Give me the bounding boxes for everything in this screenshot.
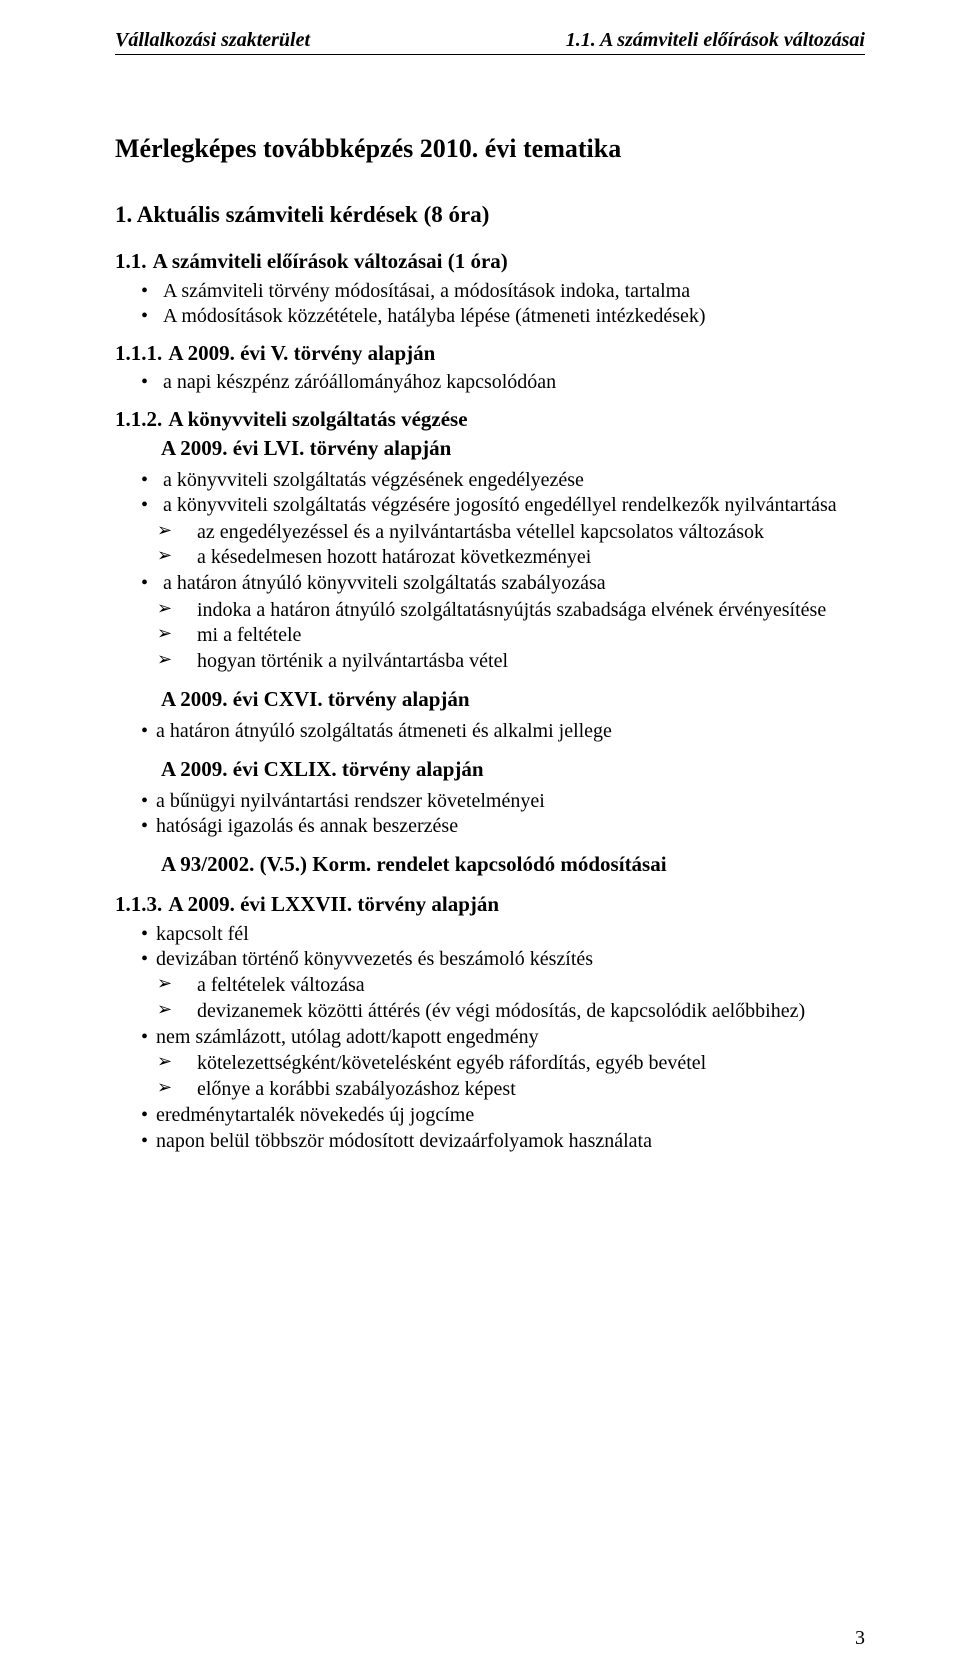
list-item: a késedelmesen hozott határozat következ… <box>157 545 865 569</box>
list-item: a határon átnyúló szolgáltatás átmeneti … <box>141 719 865 743</box>
subheading: A 2009. évi CXVI. törvény alapján <box>161 687 865 713</box>
bullet-list: a napi készpénz záróállományához kapcsol… <box>115 370 865 394</box>
list-item: indoka a határon átnyúló szolgáltatásnyú… <box>157 598 865 622</box>
list-item: napon belül többször módosított devizaár… <box>141 1129 865 1153</box>
section-1-heading: 1. Aktuális számviteli kérdések (8 óra) <box>115 201 865 229</box>
section-1-1-1-heading: 1.1.1. A 2009. évi V. törvény alapján <box>115 341 865 367</box>
list-item: a könyvviteli szolgáltatás végzésének en… <box>141 468 865 492</box>
section-1-1-2-heading: 1.1.2. A könyvviteli szolgáltatás végzés… <box>115 407 865 433</box>
section-title: A 2009. évi LXXVII. törvény alapján <box>168 892 499 916</box>
section-number: 1.1.2. <box>115 407 162 431</box>
list-item: devizanemek közötti áttérés (év végi mód… <box>157 999 865 1023</box>
list-item: hatósági igazolás és annak beszerzése <box>141 814 865 838</box>
section-number: 1.1.1. <box>115 341 162 365</box>
page-number: 3 <box>855 1626 865 1650</box>
section-title: A könyvviteli szolgáltatás végzése <box>168 407 467 431</box>
bullet-list: A számviteli törvény módosításai, a módo… <box>115 279 865 329</box>
list-item: hogyan történik a nyilvántartásba vétel <box>157 649 865 673</box>
bullet-list: a könyvviteli szolgáltatás végzésének en… <box>115 468 865 673</box>
list-item: előnye a korábbi szabályozáshoz képest <box>157 1077 865 1101</box>
arrow-list: az engedélyezéssel és a nyilvántartásba … <box>115 520 865 570</box>
list-item: kötelezettségként/követelésként egyéb rá… <box>157 1051 865 1075</box>
subheading: A 2009. évi CXLIX. törvény alapján <box>161 757 865 783</box>
header-right: 1.1. A számviteli előírások változásai <box>566 28 865 52</box>
arrow-list: indoka a határon átnyúló szolgáltatásnyú… <box>115 598 865 673</box>
section-subtitle: A 2009. évi LVI. törvény alapján <box>161 436 865 462</box>
header-left: Vállalkozási szakterület <box>115 28 310 52</box>
list-item: eredménytartalék növekedés új jogcíme <box>141 1103 865 1127</box>
bullet-list: a bűnügyi nyilvántartási rendszer követe… <box>115 789 865 839</box>
list-item: A módosítások közzététele, hatályba lépé… <box>141 304 865 328</box>
document-title: Mérlegképes továbbképzés 2010. évi temat… <box>115 133 865 165</box>
list-item: A számviteli törvény módosításai, a módo… <box>141 279 865 303</box>
list-item: az engedélyezéssel és a nyilvántartásba … <box>157 520 865 544</box>
list-item: a könyvviteli szolgáltatás végzésére jog… <box>141 493 865 517</box>
list-item: a bűnügyi nyilvántartási rendszer követe… <box>141 789 865 813</box>
list-item: nem számlázott, utólag adott/kapott enge… <box>141 1025 865 1049</box>
subheading: A 93/2002. (V.5.) Korm. rendelet kapcsol… <box>161 852 865 878</box>
list-item: mi a feltétele <box>157 623 865 647</box>
document-page: Vállalkozási szakterület 1.1. A számvite… <box>0 0 960 1670</box>
section-title: A 2009. évi V. törvény alapján <box>168 341 435 365</box>
list-item: a határon átnyúló könyvviteli szolgáltat… <box>141 571 865 595</box>
bullet-list: a határon átnyúló szolgáltatás átmeneti … <box>115 719 865 743</box>
page-header: Vállalkozási szakterület 1.1. A számvite… <box>115 28 865 55</box>
section-1-1-3-heading: 1.1.3. A 2009. évi LXXVII. törvény alapj… <box>115 892 865 918</box>
section-number: 1.1. <box>115 249 147 273</box>
bullet-list: kapcsolt fél devizában történő könyvveze… <box>115 922 865 1154</box>
section-number: 1.1.3. <box>115 892 162 916</box>
arrow-list: kötelezettségként/követelésként egyéb rá… <box>115 1051 865 1101</box>
list-item: a napi készpénz záróállományához kapcsol… <box>141 370 865 394</box>
section-title: A számviteli előírások változásai (1 óra… <box>153 249 508 273</box>
list-item: kapcsolt fél <box>141 922 865 946</box>
list-item: a feltételek változása <box>157 973 865 997</box>
section-1-1-heading: 1.1. A számviteli előírások változásai (… <box>115 249 865 275</box>
arrow-list: a feltételek változása devizanemek közöt… <box>115 973 865 1023</box>
list-item: devizában történő könyvvezetés és beszám… <box>141 947 865 971</box>
